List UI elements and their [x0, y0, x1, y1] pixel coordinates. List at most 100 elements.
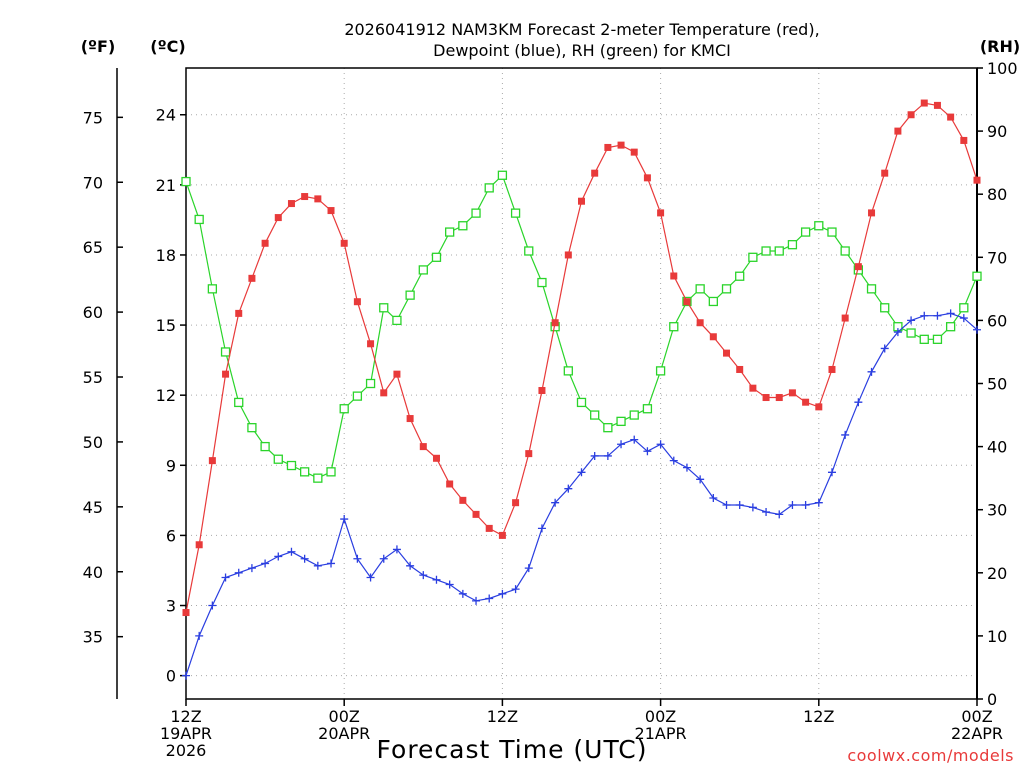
- temperature-point: [947, 113, 955, 121]
- dewpoint-point: [801, 501, 810, 510]
- rh-point: [655, 366, 666, 376]
- temperature-point: [564, 251, 572, 259]
- temperature-point: [802, 398, 810, 406]
- x-tick-label: 12Z: [803, 707, 834, 726]
- rh-point: [774, 246, 784, 256]
- dewpoint-point: [827, 468, 836, 477]
- dewpoint-point: [933, 311, 942, 320]
- temperature-point: [762, 394, 770, 402]
- x-tick-label: 22APR: [951, 724, 1003, 743]
- rh-point: [616, 416, 626, 427]
- rh-point: [800, 227, 811, 237]
- temperature-point: [367, 340, 375, 348]
- dewpoint-point: [973, 325, 981, 334]
- temperature-point: [419, 443, 427, 451]
- dewpoint-point: [327, 559, 336, 568]
- temperature-point: [446, 480, 454, 488]
- rh-point: [510, 208, 521, 218]
- celsius-tick-label: 18: [156, 246, 176, 265]
- plot-frame: [185, 67, 978, 700]
- dewpoint-point: [643, 447, 652, 456]
- rh-point: [497, 170, 508, 180]
- temperature-point: [406, 415, 414, 423]
- rh-point: [735, 271, 745, 281]
- dewpoint-point: [722, 501, 731, 510]
- temperature-point: [485, 524, 493, 532]
- rh-point: [181, 176, 191, 187]
- rh-tick-label: 10: [987, 627, 1007, 646]
- rh-point: [906, 328, 916, 338]
- temperature-point: [973, 176, 981, 184]
- dewpoint-point: [656, 440, 665, 449]
- x-tick-label: 2026: [166, 741, 207, 760]
- temperature-point: [472, 510, 480, 518]
- rh-point: [537, 277, 547, 288]
- dewpoint-point: [208, 601, 217, 610]
- dewpoint-point: [353, 554, 362, 563]
- celsius-tick-label: 15: [156, 316, 176, 335]
- temperature-point: [432, 454, 440, 462]
- rh-point: [880, 303, 890, 313]
- rh-point: [959, 303, 969, 313]
- dewpoint-point: [617, 440, 626, 449]
- rh-tick-label: 90: [987, 122, 1007, 141]
- temperature-point: [749, 384, 757, 392]
- dewpoint-point: [221, 573, 230, 582]
- dewpoint-point: [406, 561, 415, 570]
- rh-tick-label: 70: [987, 248, 1007, 267]
- dewpoint-point: [564, 484, 573, 493]
- rh-tick-label: 100: [987, 59, 1018, 78]
- rh-point: [524, 246, 534, 256]
- rh-point: [379, 303, 389, 313]
- temperature-point: [538, 387, 546, 395]
- fahrenheit-tick-label: 50: [83, 433, 103, 452]
- temperature-point: [525, 450, 533, 458]
- dewpoint-point: [340, 515, 349, 524]
- temperature-point: [380, 389, 388, 397]
- temperature-point: [459, 496, 467, 504]
- x-axis-label: Forecast Time (UTC): [377, 735, 648, 764]
- celsius-tick-label: 9: [166, 456, 176, 475]
- rh-point: [866, 284, 877, 294]
- rh-point: [392, 315, 402, 326]
- x-tick-label: 12Z: [170, 707, 201, 726]
- temperature-point: [222, 370, 230, 378]
- rh-point: [431, 252, 442, 262]
- temperature-point: [643, 174, 651, 182]
- dewpoint-point: [669, 456, 678, 465]
- celsius-ticks: 0 3 6 9 12 15 18 21 24: [156, 106, 186, 686]
- rh-point: [972, 271, 982, 281]
- celsius-tick-label: 6: [166, 526, 176, 545]
- dewpoint-point: [735, 501, 744, 510]
- temperature-line: [185, 102, 978, 613]
- rh-point: [721, 284, 732, 294]
- temperature-point: [498, 531, 506, 539]
- rh-point: [352, 391, 363, 401]
- temperature-point: [630, 148, 638, 156]
- fahrenheit-tick-label: 35: [83, 628, 103, 647]
- rh-point: [629, 410, 639, 420]
- dewpoint-point: [313, 561, 322, 570]
- dewpoint-point: [959, 314, 968, 323]
- dewpoint-point: [577, 468, 586, 477]
- temperature-point: [657, 209, 665, 217]
- x-tick-label: 20APR: [318, 724, 370, 743]
- rh-tick-label: 20: [987, 564, 1007, 583]
- dewpoint-point: [472, 596, 481, 605]
- temperature-point: [894, 127, 902, 135]
- celsius-tick-label: 3: [166, 597, 176, 616]
- rh-unit-label: (RH): [980, 37, 1020, 56]
- rh-line: [185, 174, 978, 479]
- dewpoint-point: [485, 594, 494, 603]
- dewpoint-point: [880, 344, 889, 353]
- temperature-point: [815, 403, 823, 411]
- credit-text: coolwx.com/models: [847, 746, 1014, 765]
- dewpoint-point: [524, 564, 533, 573]
- rh-point: [234, 397, 244, 408]
- fahrenheit-tick-label: 65: [83, 238, 103, 257]
- temperature-point: [881, 169, 889, 177]
- rh-point: [814, 221, 824, 231]
- rh-point: [220, 347, 231, 357]
- dewpoint-point: [432, 575, 441, 584]
